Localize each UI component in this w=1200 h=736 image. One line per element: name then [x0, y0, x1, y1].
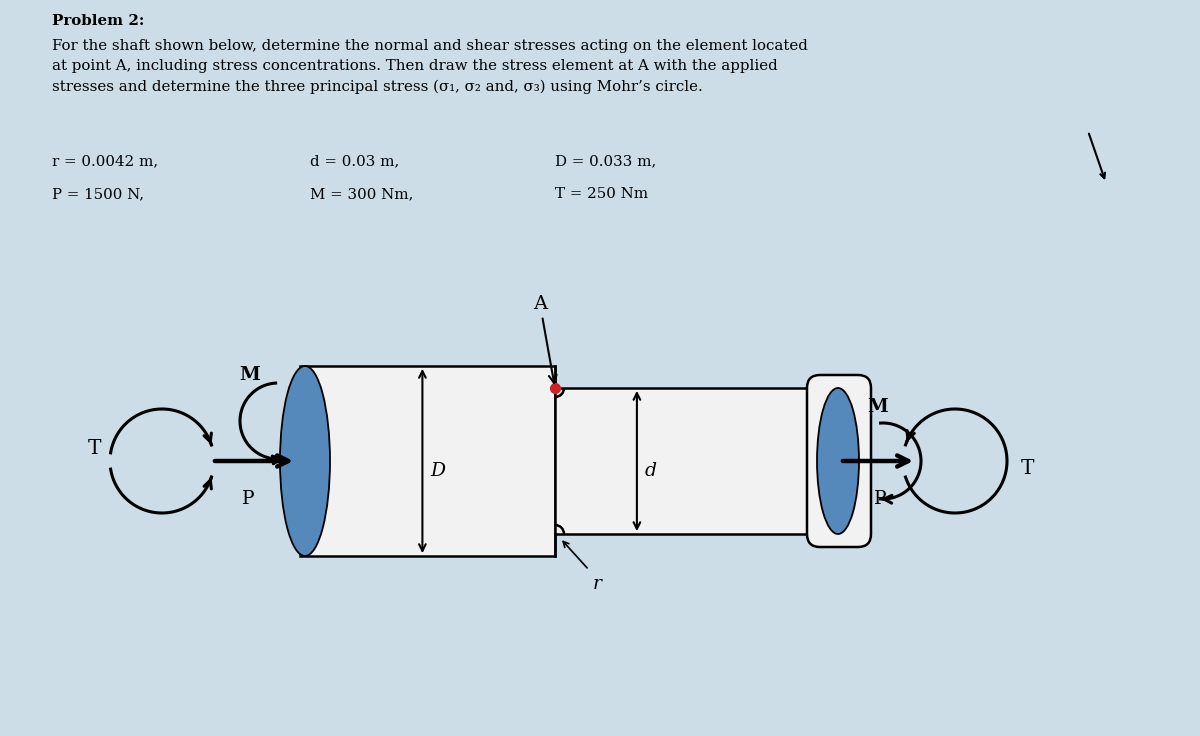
Text: T = 250 Nm: T = 250 Nm	[554, 187, 648, 201]
Text: d = 0.03 m,: d = 0.03 m,	[310, 154, 400, 168]
Text: d: d	[644, 462, 656, 480]
Bar	[554, 388, 828, 534]
Text: M = 300 Nm,: M = 300 Nm,	[310, 187, 413, 201]
Ellipse shape	[280, 366, 330, 556]
Text: r = 0.0042 m,: r = 0.0042 m,	[52, 154, 158, 168]
Bar	[300, 366, 554, 556]
Text: D = 0.033 m,: D = 0.033 m,	[554, 154, 656, 168]
FancyBboxPatch shape	[806, 375, 871, 547]
Text: Problem 2:: Problem 2:	[52, 14, 144, 28]
Text: T: T	[89, 439, 102, 459]
Text: D: D	[431, 462, 445, 480]
Text: r: r	[593, 575, 601, 593]
Text: M: M	[868, 398, 888, 416]
Text: For the shaft shown below, determine the normal and shear stresses acting on the: For the shaft shown below, determine the…	[52, 39, 808, 93]
Text: P = 1500 N,: P = 1500 N,	[52, 187, 144, 201]
Text: M: M	[240, 366, 260, 384]
Ellipse shape	[817, 388, 859, 534]
Text: T: T	[1020, 459, 1033, 478]
Text: P: P	[241, 490, 254, 508]
Text: P: P	[874, 490, 887, 508]
Text: A: A	[533, 295, 557, 383]
